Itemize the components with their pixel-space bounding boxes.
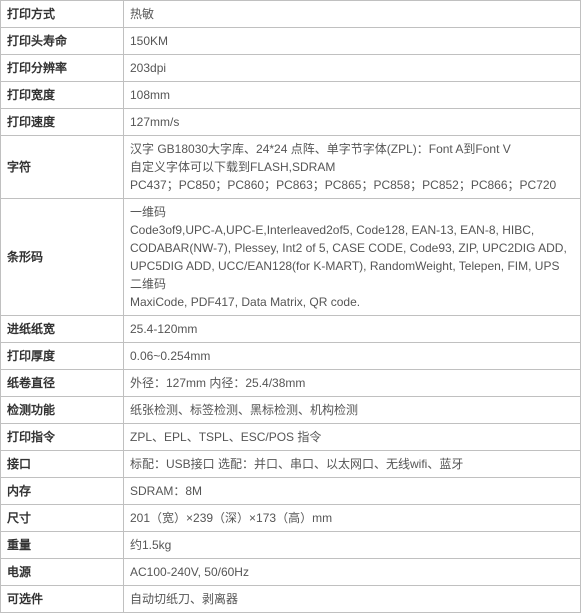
table-row: 检测功能纸张检测、标签检测、黑标检测、机构检测 xyxy=(1,397,581,424)
table-row: 重量约1.5kg xyxy=(1,532,581,559)
spec-value: 201（宽）×239（深）×173（高）mm xyxy=(124,505,581,532)
table-row: 字符汉字 GB18030大字库、24*24 点阵、单字节字体(ZPL)：Font… xyxy=(1,136,581,199)
table-row: 打印方式热敏 xyxy=(1,1,581,28)
spec-value: 108mm xyxy=(124,82,581,109)
table-row: 打印指令ZPL、EPL、TSPL、ESC/POS 指令 xyxy=(1,424,581,451)
spec-value: 203dpi xyxy=(124,55,581,82)
spec-value: 127mm/s xyxy=(124,109,581,136)
spec-value: AC100-240V, 50/60Hz xyxy=(124,559,581,586)
spec-label: 打印指令 xyxy=(1,424,124,451)
spec-value: SDRAM：8M xyxy=(124,478,581,505)
spec-value: 标配：USB接口 选配：并口、串口、以太网口、无线wifi、蓝牙 xyxy=(124,451,581,478)
spec-label: 检测功能 xyxy=(1,397,124,424)
spec-label: 打印速度 xyxy=(1,109,124,136)
table-row: 电源AC100-240V, 50/60Hz xyxy=(1,559,581,586)
table-row: 接口标配：USB接口 选配：并口、串口、以太网口、无线wifi、蓝牙 xyxy=(1,451,581,478)
spec-value: 纸张检测、标签检测、黑标检测、机构检测 xyxy=(124,397,581,424)
spec-label: 可选件 xyxy=(1,586,124,613)
spec-label: 打印头寿命 xyxy=(1,28,124,55)
spec-table-body: 打印方式热敏打印头寿命150KM打印分辨率203dpi打印宽度108mm打印速度… xyxy=(1,1,581,613)
spec-label: 尺寸 xyxy=(1,505,124,532)
table-row: 纸卷直径外径：127mm 内径：25.4/38mm xyxy=(1,370,581,397)
spec-label: 打印方式 xyxy=(1,1,124,28)
spec-value: 150KM xyxy=(124,28,581,55)
table-row: 条形码一维码 Code3of9,UPC-A,UPC-E,Interleaved2… xyxy=(1,199,581,316)
spec-value: 外径：127mm 内径：25.4/38mm xyxy=(124,370,581,397)
table-row: 打印速度127mm/s xyxy=(1,109,581,136)
table-row: 打印头寿命150KM xyxy=(1,28,581,55)
spec-label: 内存 xyxy=(1,478,124,505)
table-row: 打印厚度0.06~0.254mm xyxy=(1,343,581,370)
spec-value: 一维码 Code3of9,UPC-A,UPC-E,Interleaved2of5… xyxy=(124,199,581,316)
table-row: 进纸纸宽25.4-120mm xyxy=(1,316,581,343)
spec-label: 字符 xyxy=(1,136,124,199)
spec-value: 25.4-120mm xyxy=(124,316,581,343)
spec-label: 打印分辨率 xyxy=(1,55,124,82)
spec-value: 约1.5kg xyxy=(124,532,581,559)
table-row: 尺寸201（宽）×239（深）×173（高）mm xyxy=(1,505,581,532)
spec-value: 热敏 xyxy=(124,1,581,28)
spec-value: 自动切纸刀、剥离器 xyxy=(124,586,581,613)
spec-table: 打印方式热敏打印头寿命150KM打印分辨率203dpi打印宽度108mm打印速度… xyxy=(0,0,581,613)
spec-label: 进纸纸宽 xyxy=(1,316,124,343)
spec-label: 打印厚度 xyxy=(1,343,124,370)
spec-label: 打印宽度 xyxy=(1,82,124,109)
spec-label: 电源 xyxy=(1,559,124,586)
spec-value: 汉字 GB18030大字库、24*24 点阵、单字节字体(ZPL)：Font A… xyxy=(124,136,581,199)
table-row: 打印分辨率203dpi xyxy=(1,55,581,82)
spec-label: 接口 xyxy=(1,451,124,478)
table-row: 可选件自动切纸刀、剥离器 xyxy=(1,586,581,613)
spec-label: 条形码 xyxy=(1,199,124,316)
spec-label: 纸卷直径 xyxy=(1,370,124,397)
table-row: 内存SDRAM：8M xyxy=(1,478,581,505)
spec-value: 0.06~0.254mm xyxy=(124,343,581,370)
spec-value: ZPL、EPL、TSPL、ESC/POS 指令 xyxy=(124,424,581,451)
spec-label: 重量 xyxy=(1,532,124,559)
table-row: 打印宽度108mm xyxy=(1,82,581,109)
